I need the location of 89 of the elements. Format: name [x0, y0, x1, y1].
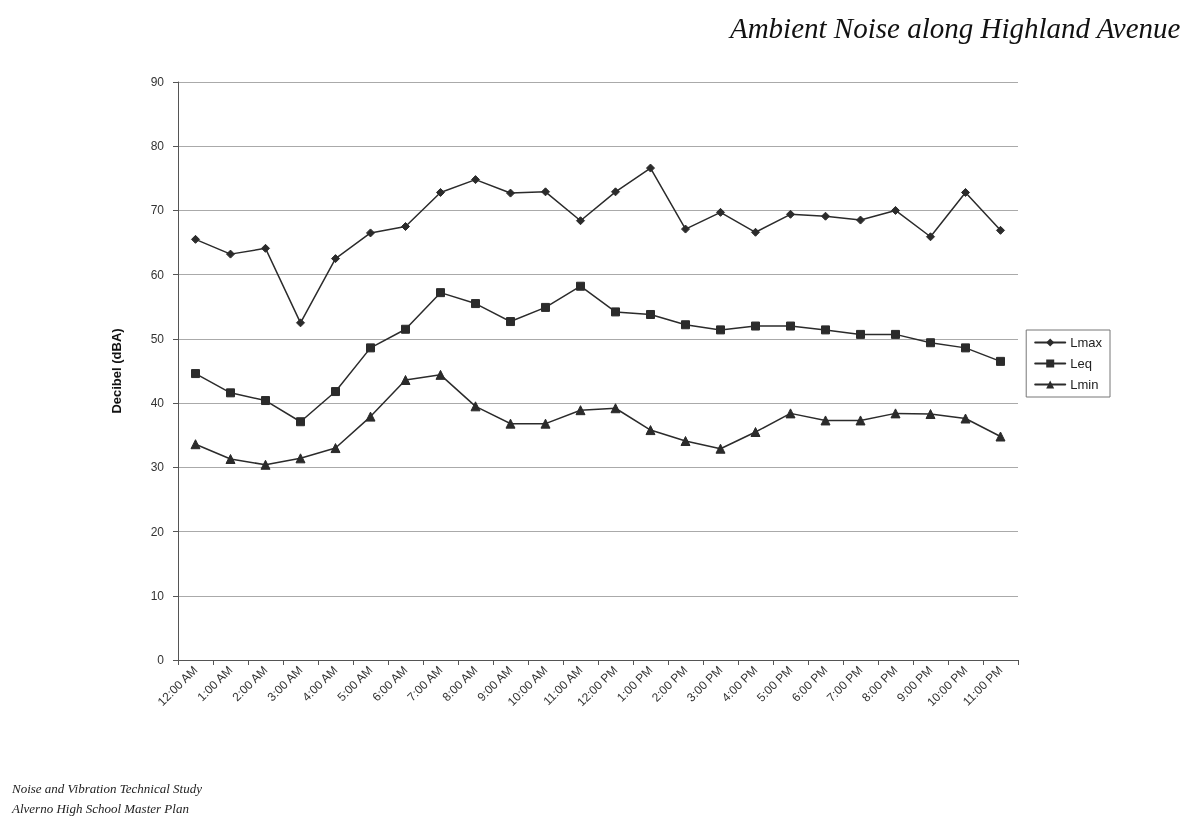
- y-tick-label: 80: [150, 139, 165, 154]
- point: [436, 288, 445, 298]
- point: [366, 343, 375, 353]
- point: [716, 325, 725, 335]
- point: [750, 427, 761, 438]
- point: [960, 413, 971, 424]
- y-tick-label: 50: [150, 331, 165, 346]
- point: [226, 249, 235, 259]
- point: [575, 405, 586, 416]
- point: [856, 329, 865, 339]
- point: [786, 321, 795, 331]
- point: [190, 439, 201, 450]
- legend-label: Lmin: [1070, 377, 1099, 392]
- point: [576, 216, 585, 226]
- point: [715, 443, 726, 454]
- point: [366, 228, 375, 238]
- y-tick-label: 90: [150, 75, 165, 89]
- point: [681, 320, 690, 330]
- point: [471, 299, 480, 309]
- point: [470, 401, 481, 412]
- point: [225, 453, 236, 464]
- point: [260, 459, 271, 470]
- point: [295, 453, 306, 464]
- point: [891, 329, 900, 339]
- point: [786, 209, 795, 219]
- point: [680, 436, 691, 446]
- point: [996, 225, 1005, 235]
- point: [365, 411, 376, 422]
- point: [330, 443, 341, 454]
- y-tick-label: 60: [150, 267, 165, 282]
- point: [646, 309, 655, 319]
- point: [751, 227, 760, 237]
- text: Alverno High School Master Plan: [11, 801, 189, 816]
- point: [611, 307, 620, 317]
- point: [540, 418, 551, 429]
- y-tick-label: 20: [150, 524, 165, 539]
- point: [506, 188, 515, 198]
- y-tick-label: 40: [150, 396, 165, 411]
- point: [961, 343, 970, 353]
- point: [401, 324, 410, 334]
- point: [471, 175, 480, 185]
- point: [296, 417, 305, 427]
- point: [890, 408, 901, 419]
- legend-label: Lmax: [1070, 335, 1103, 350]
- y-tick-label: 30: [150, 460, 165, 475]
- point: [995, 431, 1006, 442]
- legend-label: Leq: [1070, 356, 1092, 371]
- point: [505, 418, 516, 429]
- point: [226, 388, 235, 398]
- point: [435, 369, 446, 380]
- point: [821, 325, 830, 335]
- point: [855, 415, 866, 426]
- point: [541, 302, 550, 312]
- point: [296, 318, 305, 328]
- point: [925, 409, 936, 420]
- point: [401, 222, 410, 231]
- point: [400, 374, 411, 385]
- point: [646, 163, 655, 173]
- point: [891, 205, 900, 215]
- chart-title: Ambient Noise along Highland Avenue: [727, 11, 1181, 44]
- point: [436, 187, 445, 197]
- text: Noise and Vibration Technical Study: [11, 781, 203, 796]
- point: [821, 211, 830, 221]
- point: [645, 425, 656, 436]
- point: [785, 408, 796, 419]
- point: [926, 338, 935, 348]
- point: [961, 187, 970, 197]
- point: [506, 317, 515, 327]
- point: [820, 415, 831, 426]
- point: [191, 234, 200, 244]
- point: [331, 254, 340, 264]
- point: [751, 321, 760, 331]
- point: [576, 281, 585, 291]
- y-tick-label: 10: [150, 588, 165, 603]
- point: [331, 387, 340, 397]
- point: [996, 356, 1005, 366]
- point: [611, 187, 620, 197]
- y-axis-title: Decibel (dBA): [109, 328, 124, 414]
- point: [610, 403, 621, 414]
- point: [541, 187, 550, 197]
- point: [716, 207, 725, 217]
- point: [261, 243, 270, 253]
- point: [856, 215, 865, 225]
- point: [681, 224, 690, 234]
- y-tick-label: 70: [150, 203, 165, 218]
- point: [191, 369, 200, 379]
- point: [926, 232, 935, 242]
- point: [261, 396, 270, 406]
- y-tick-label: 0: [157, 653, 165, 667]
